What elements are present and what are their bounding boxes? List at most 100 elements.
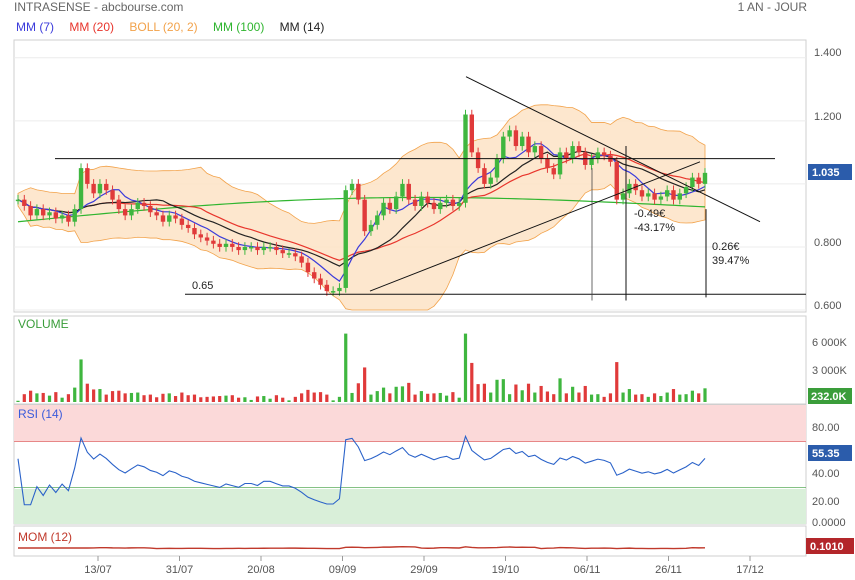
- volume-label: VOLUME: [18, 317, 69, 331]
- volume-bar-99: [640, 394, 644, 402]
- volume-bar-94: [608, 393, 613, 402]
- volume-bar-46: [306, 389, 310, 402]
- candle-body-8: [66, 215, 71, 222]
- volume-bar-8: [66, 394, 71, 402]
- volume-bar-68: [444, 395, 449, 402]
- candle-body-51: [337, 287, 342, 292]
- x-label-4: 29/09: [410, 564, 438, 576]
- momentum-line: [18, 545, 706, 550]
- volume-last-badge: [808, 388, 852, 404]
- candle-body-32: [217, 243, 222, 247]
- candle-body-58: [381, 202, 386, 216]
- volume-bar-107: [690, 390, 694, 402]
- volume-bar-77: [501, 379, 505, 402]
- legend-mm100[interactable]: MM (100): [212, 20, 265, 34]
- legend-mm20[interactable]: MM (20): [69, 20, 115, 34]
- volume-bar-108: [697, 393, 701, 402]
- volume-bar-79: [514, 384, 518, 402]
- volume-bar-43: [287, 400, 291, 402]
- candle-body-46: [305, 262, 311, 273]
- volume-bar-29: [199, 397, 203, 402]
- candle-body-78: [507, 130, 512, 137]
- candle-body-26: [179, 218, 185, 225]
- legend-boll[interactable]: BOLL (20, 2): [129, 20, 198, 34]
- indicator-legend: MM (7) MM (20) BOLL (20, 2) MM (100) MM …: [16, 20, 336, 34]
- candle-body-2: [28, 205, 33, 216]
- volume-bar-105: [678, 394, 682, 402]
- candle-body-4: [41, 209, 46, 216]
- candle-body-17: [122, 209, 128, 216]
- volume-bar-24: [167, 393, 171, 402]
- volume-bar-70: [457, 397, 461, 402]
- period-label[interactable]: 1 AN - JOUR: [737, 0, 807, 14]
- volume-bar-69: [451, 392, 455, 402]
- legend-mm7[interactable]: MM (7): [16, 20, 54, 34]
- candle-body-50: [330, 291, 336, 293]
- volume-bar-66: [432, 393, 436, 402]
- candle-body-29: [198, 234, 203, 238]
- candle-body-43: [286, 253, 292, 255]
- price-tick-5: 0.600: [814, 300, 842, 312]
- volume-bar-89: [577, 392, 581, 402]
- volume-bar-88: [571, 386, 575, 402]
- candle-body-70: [456, 202, 462, 206]
- candle-body-39: [261, 246, 267, 251]
- candle-body-88: [570, 146, 575, 159]
- mm20-line: [17, 153, 706, 261]
- candle-body-48: [318, 278, 323, 285]
- candle-body-62: [406, 183, 411, 200]
- candle-body-80: [520, 136, 525, 147]
- legend-mm14[interactable]: MM (14): [279, 20, 325, 34]
- candle-body-96: [620, 193, 626, 200]
- volume-bar-28: [192, 394, 197, 402]
- volume-bar-58: [381, 387, 386, 402]
- volume-bar-67: [438, 392, 442, 402]
- volume-bar-80: [520, 390, 524, 402]
- price-tick-1: 1.400: [814, 47, 842, 59]
- candle-body-83: [538, 146, 544, 159]
- volume-bar-35: [236, 397, 241, 402]
- volume-bar-49: [325, 394, 329, 402]
- candle-body-76: [494, 158, 500, 178]
- x-axis: 13/07 31/07 20/08 09/09 29/09 19/10 06/11 26/11…: [84, 556, 764, 576]
- candle-body-53: [349, 183, 355, 191]
- volume-bar-98: [634, 394, 638, 402]
- volume-bar-86: [558, 378, 562, 402]
- volume-bar-103: [665, 392, 669, 402]
- candle-body-13: [97, 183, 103, 194]
- candle-body-99: [639, 190, 645, 197]
- volume-bar-59: [388, 393, 392, 402]
- candle-body-75: [488, 177, 493, 184]
- candle-body-9: [72, 209, 77, 222]
- price-tick-4: 0.800: [814, 237, 842, 249]
- candle-body-18: [129, 209, 134, 216]
- candle-body-92: [595, 152, 601, 159]
- volume-bar-18: [129, 392, 134, 402]
- volume-bar-4: [41, 392, 45, 402]
- volume-bar-47: [312, 392, 316, 402]
- volume-bar-45: [300, 393, 304, 402]
- volume-panel: [13, 315, 807, 405]
- volume-bar-10: [79, 359, 83, 402]
- candle-body-34: [230, 243, 235, 247]
- volume-bar-52: [344, 333, 348, 402]
- candle-body-38: [255, 246, 260, 251]
- candle-body-59: [387, 202, 393, 210]
- candle-body-14: [104, 183, 109, 191]
- candle-body-12: [91, 183, 96, 194]
- volume-bar-82: [533, 392, 537, 402]
- x-label-8: 17/12: [736, 564, 764, 576]
- volume-bar-101: [652, 393, 657, 402]
- volume-bar-76: [495, 379, 499, 402]
- rsi-tick-0: 0.0000: [812, 517, 846, 529]
- volume-bar-83: [539, 385, 543, 402]
- candle-body-104: [671, 190, 676, 200]
- volume-bar-44: [293, 396, 297, 402]
- volume-bar-15: [110, 391, 115, 402]
- volume-bar-75: [489, 392, 493, 402]
- candle-body-37: [249, 246, 254, 249]
- volume-bar-72: [470, 362, 474, 402]
- volume-bar-73: [476, 384, 480, 402]
- volume-bar-53: [350, 392, 354, 402]
